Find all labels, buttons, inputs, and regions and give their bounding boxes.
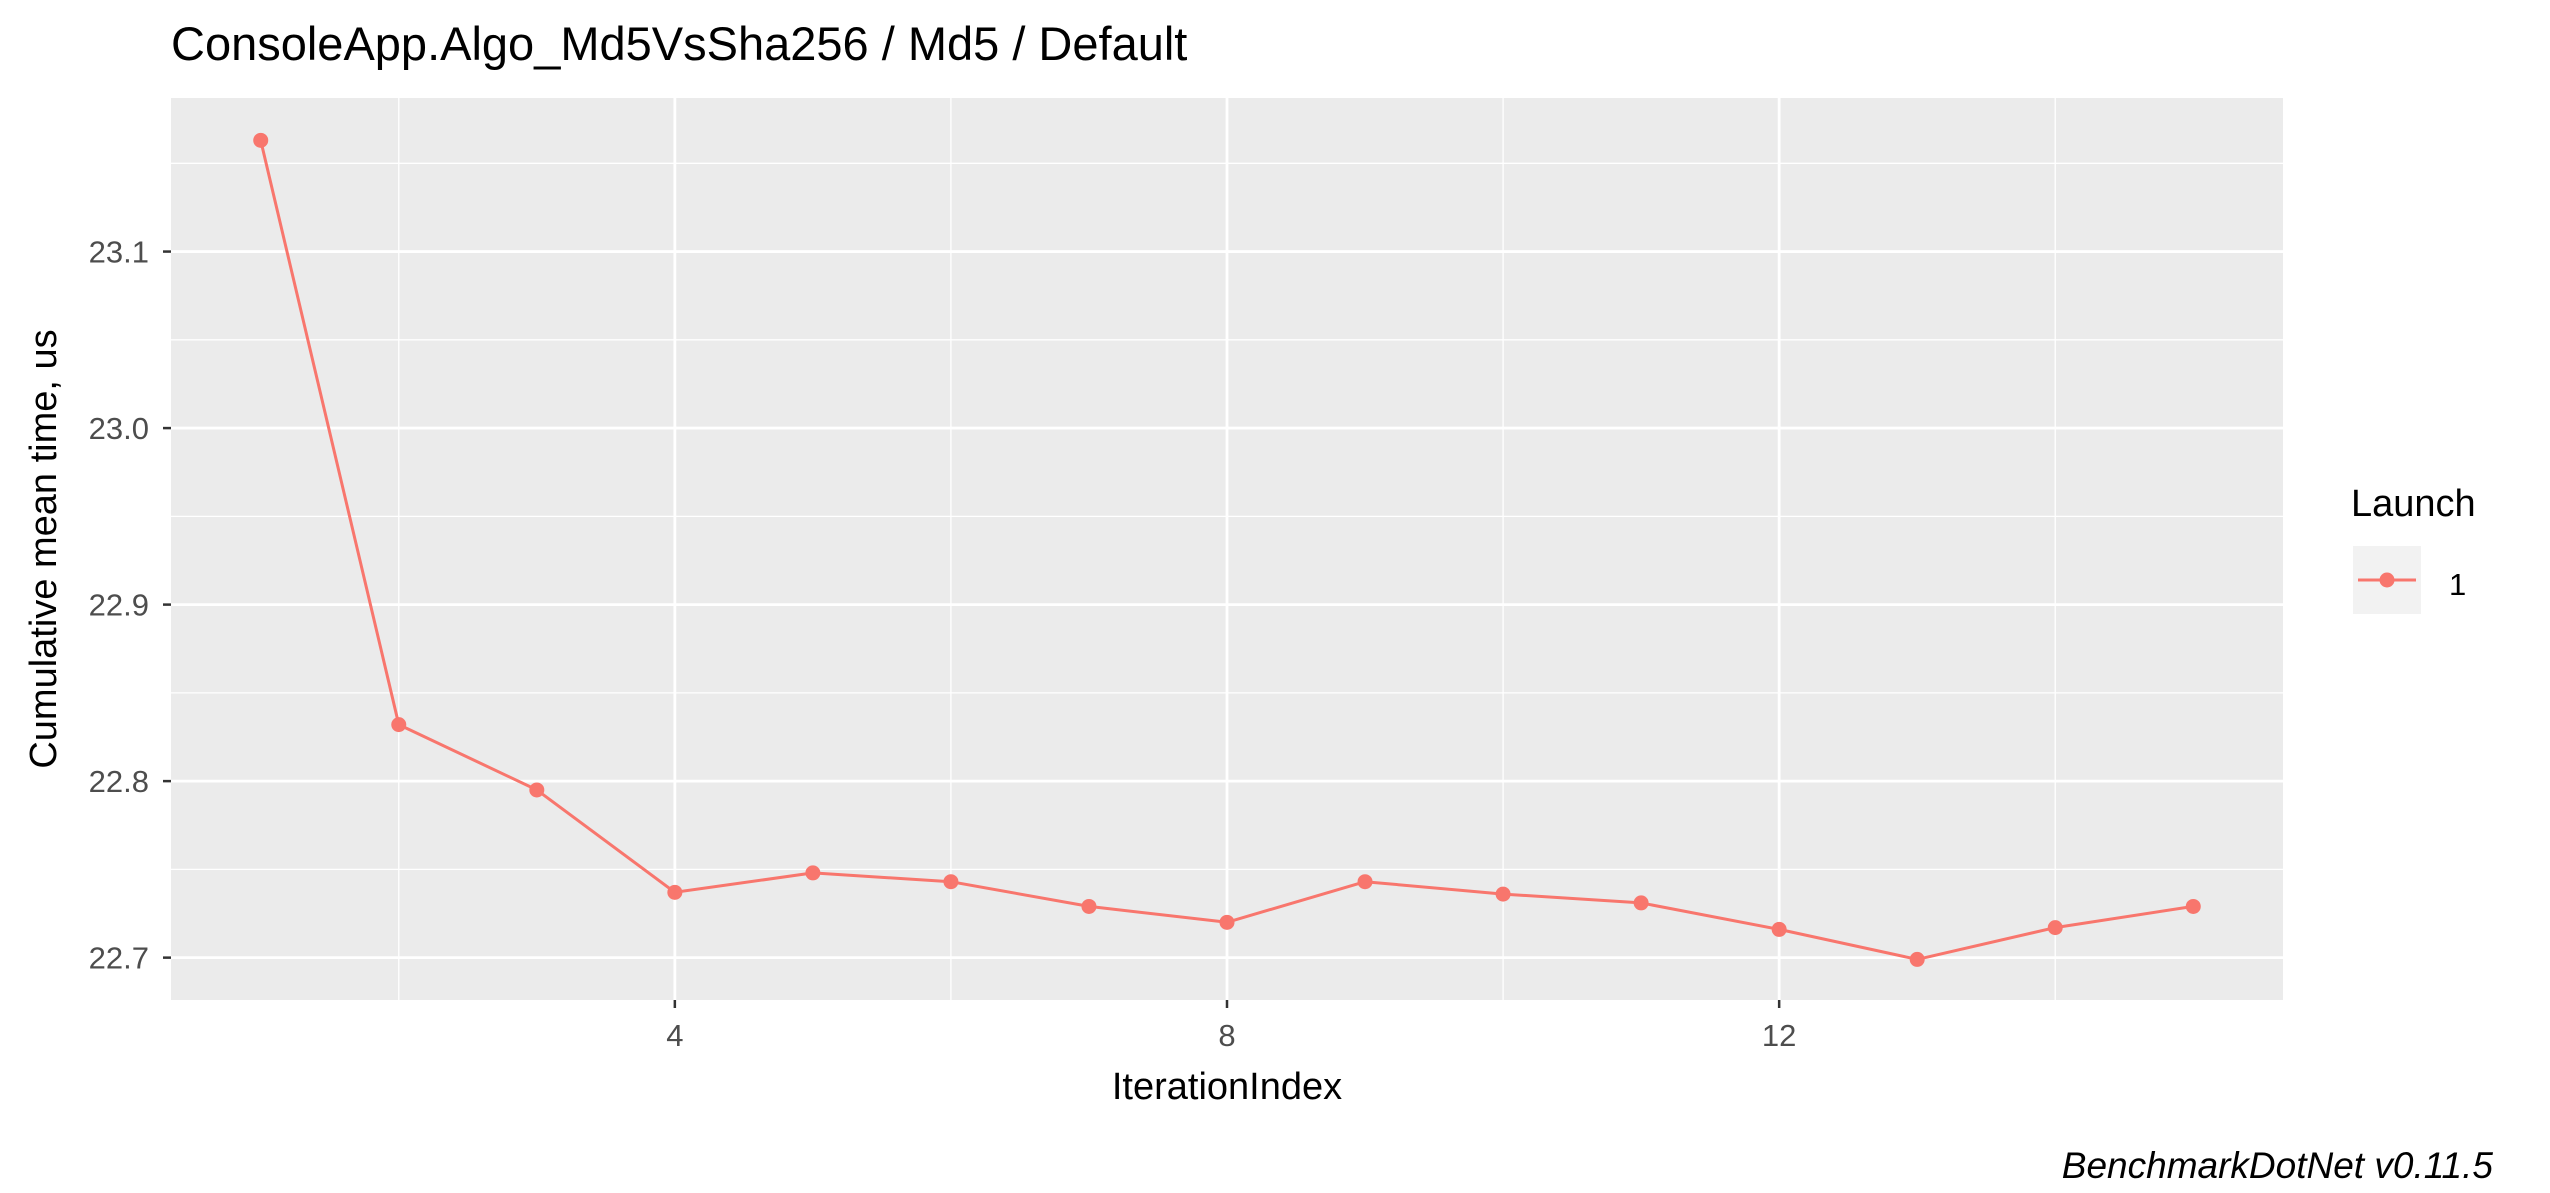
data-point <box>667 884 683 900</box>
data-point <box>2047 920 2063 936</box>
data-point <box>1771 921 1787 937</box>
legend-label: 1 <box>2449 567 2466 602</box>
chart-title: ConsoleApp.Algo_Md5VsSha256 / Md5 / Defa… <box>171 17 1187 70</box>
y-tick-label: 23.0 <box>89 411 149 446</box>
major-gridlines <box>171 98 2283 1000</box>
y-tick-label: 22.8 <box>89 764 149 799</box>
x-tick-label: 8 <box>1218 1018 1235 1053</box>
legend-key-point <box>2379 572 2395 588</box>
y-axis-title: Cumulative mean time, us <box>23 329 65 768</box>
data-point <box>2185 898 2201 914</box>
y-tick-label: 22.7 <box>89 941 149 976</box>
data-point <box>391 717 407 733</box>
data-point <box>1357 874 1373 890</box>
axis-ticks <box>163 250 1781 1008</box>
y-tick-labels: 22.7 22.8 22.9 23.0 23.1 <box>89 235 149 976</box>
x-axis-title: IterationIndex <box>1112 1066 1342 1108</box>
x-tick-labels: 4 8 12 <box>666 1018 1796 1053</box>
y-tick-label: 22.9 <box>89 588 149 623</box>
x-tick-label: 4 <box>666 1018 683 1053</box>
data-point <box>943 874 959 890</box>
series-layer <box>253 132 2201 967</box>
caption: BenchmarkDotNet v0.11.5 <box>2062 1145 2494 1186</box>
legend-title: Launch <box>2351 483 2476 525</box>
data-point <box>253 132 269 148</box>
data-point <box>529 782 545 798</box>
data-point <box>1219 914 1235 930</box>
data-point <box>1909 951 1925 967</box>
data-point <box>1495 886 1511 902</box>
legend: Launch 1 <box>2351 483 2476 614</box>
data-point <box>1081 898 1097 914</box>
data-point <box>805 865 821 881</box>
y-tick-label: 23.1 <box>89 235 149 270</box>
data-point <box>1633 895 1649 911</box>
x-tick-label: 12 <box>1762 1018 1796 1053</box>
